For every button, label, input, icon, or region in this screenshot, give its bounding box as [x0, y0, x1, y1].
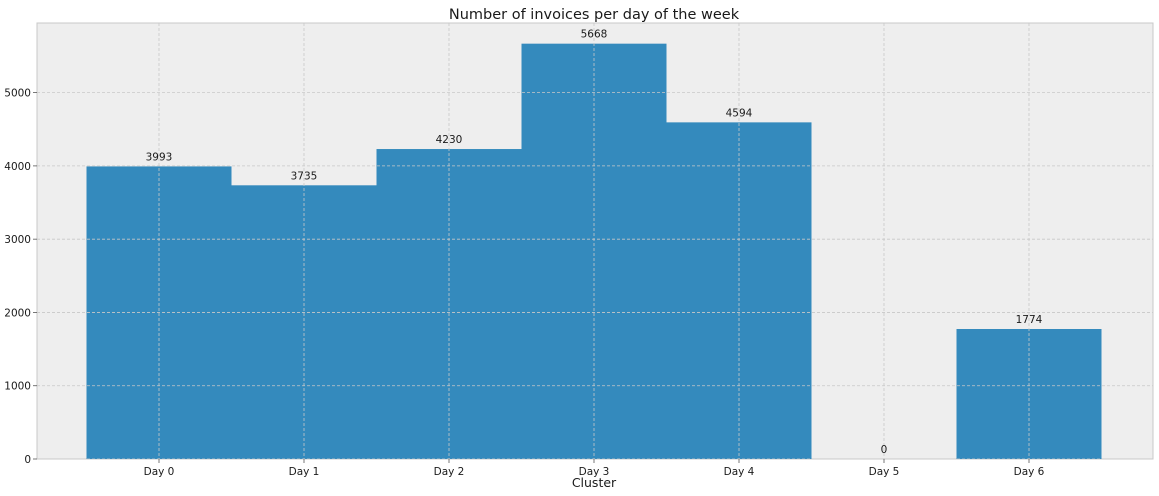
data-label: 0 [881, 444, 888, 456]
x-tick-label: Day 4 [724, 466, 755, 478]
x-tick-label: Day 5 [869, 466, 900, 478]
grid-lines [37, 23, 1153, 460]
data-label: 4230 [436, 134, 463, 146]
data-label: 5668 [581, 29, 608, 41]
x-axis-ticks: Day 0 Day 1 Day 2 Day 3 Day 4 Day 5 Day 6 [144, 459, 1045, 478]
y-tick-label: 5000 [4, 88, 31, 100]
y-tick-label: 1000 [4, 381, 31, 393]
x-axis-label: Cluster [572, 475, 617, 490]
data-label: 3735 [291, 170, 318, 182]
y-axis-ticks: 0 1000 2000 3000 4000 5000 [4, 88, 37, 466]
data-label: 4594 [726, 107, 753, 119]
y-tick-label: 2000 [4, 307, 31, 319]
y-tick-label: 3000 [4, 234, 31, 246]
x-tick-label: Day 2 [434, 466, 465, 478]
y-tick-label: 4000 [4, 161, 31, 173]
data-labels: 3993 3735 4230 5668 4594 0 1774 [146, 29, 1043, 456]
x-tick-label: Day 1 [289, 466, 320, 478]
data-label: 3993 [146, 151, 173, 163]
y-tick-label: 0 [24, 454, 31, 466]
data-label: 1774 [1016, 314, 1043, 326]
x-tick-label: Day 0 [144, 466, 175, 478]
chart-title: Number of invoices per day of the week [449, 7, 740, 23]
x-tick-label: Day 6 [1014, 466, 1045, 478]
bar-day-1 [231, 185, 377, 459]
x-tick-label: Day 3 [579, 466, 610, 478]
